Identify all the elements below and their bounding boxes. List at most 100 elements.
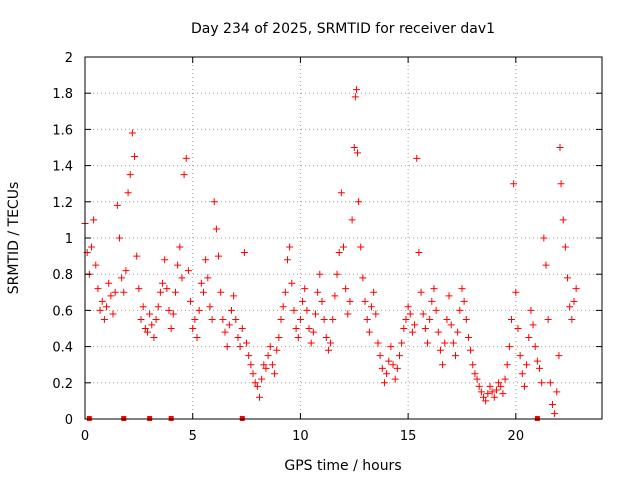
data-point-plus	[413, 154, 421, 162]
data-point-plus	[484, 390, 492, 398]
data-point-plus	[363, 315, 371, 323]
data-point-plus	[322, 334, 330, 342]
data-point-plus	[98, 297, 106, 305]
y-tick-label: 2	[65, 51, 73, 66]
data-point-plus	[557, 180, 565, 188]
data-point-plus	[314, 288, 322, 296]
data-point-plus	[279, 303, 287, 311]
data-point-plus	[133, 252, 141, 260]
data-point-plus	[258, 375, 266, 383]
data-point-plus	[264, 352, 272, 360]
data-point-plus	[467, 346, 475, 354]
data-point-plus	[529, 321, 537, 329]
data-point-plus	[503, 361, 511, 369]
x-tick-label: 0	[81, 429, 89, 444]
data-point-plus	[568, 315, 576, 323]
y-tick-label: 1.4	[52, 160, 73, 175]
y-axis-label: SRMTID / TECUs	[6, 182, 22, 295]
data-point-plus	[441, 339, 449, 347]
data-point-plus	[542, 261, 550, 269]
data-point-plus	[266, 343, 274, 351]
data-point-plus	[329, 315, 337, 323]
tick-layer: 00.20.40.60.811.21.41.61.820 5 10 15 20	[52, 51, 602, 444]
data-point-plus	[344, 310, 352, 318]
data-point-plus	[217, 288, 225, 296]
data-point-plus	[199, 288, 207, 296]
data-point-plus	[404, 303, 412, 311]
data-point-plus	[195, 306, 203, 314]
data-point-plus	[348, 216, 356, 224]
data-point-plus	[268, 361, 276, 369]
data-point-plus	[559, 216, 567, 224]
data-point-plus	[424, 339, 432, 347]
data-point-plus	[277, 315, 285, 323]
data-point-plus	[187, 297, 195, 305]
y-tick-label: 1.2	[52, 196, 73, 211]
data-point-plus	[421, 325, 429, 332]
data-point-plus	[236, 343, 244, 351]
data-point-plus	[215, 252, 223, 260]
data-point-plus	[146, 310, 154, 318]
data-point-plus	[174, 261, 182, 269]
data-point-plus	[197, 279, 205, 287]
data-point-plus	[230, 292, 238, 300]
data-point-plus	[469, 361, 477, 369]
data-point-plus	[139, 303, 147, 311]
data-point-plus	[372, 310, 380, 318]
data-point-plus	[124, 189, 132, 197]
data-point-plus	[352, 86, 360, 94]
x-tick-label: 5	[189, 429, 197, 444]
data-point-plus	[92, 261, 100, 269]
data-point-plus	[141, 325, 149, 332]
data-point-plus	[551, 410, 559, 418]
data-point-plus	[120, 288, 128, 296]
data-point-plus	[458, 285, 466, 293]
data-point-plus	[327, 339, 335, 347]
data-point-plus	[148, 321, 156, 329]
data-point-plus	[380, 379, 388, 387]
data-point-plus	[419, 310, 427, 318]
data-point-plus	[443, 315, 451, 323]
data-point-plus	[430, 285, 438, 293]
data-point-plus	[346, 297, 354, 305]
data-point-plus	[253, 382, 261, 390]
data-point-plus	[417, 288, 425, 296]
data-point-plus	[385, 357, 393, 365]
data-point-plus	[109, 310, 117, 318]
data-point-plus	[488, 388, 496, 396]
data-point-plus	[456, 306, 464, 314]
data-point-plus	[309, 328, 317, 336]
data-point-plus	[305, 325, 313, 332]
data-point-plus	[518, 370, 526, 378]
y-tick-label: 0.6	[52, 304, 73, 319]
data-point-plus	[408, 328, 416, 336]
data-point-plus	[126, 171, 134, 179]
data-point-plus	[572, 285, 580, 293]
data-point-plus	[505, 343, 513, 351]
data-point-plus	[191, 315, 199, 323]
data-point-plus	[87, 243, 95, 251]
data-point-plus	[100, 315, 108, 323]
data-point-plus	[223, 343, 231, 351]
data-point-plus	[391, 375, 399, 383]
data-point-plus	[544, 315, 552, 323]
data-point-plus	[374, 339, 382, 347]
data-point-plus	[501, 375, 509, 383]
data-point-plus	[210, 198, 218, 206]
data-point-plus	[359, 274, 367, 282]
data-point-plus	[307, 339, 315, 347]
data-point-plus	[283, 256, 291, 264]
data-point-plus	[255, 393, 263, 401]
data-point-plus	[548, 401, 556, 409]
data-point-plus	[415, 248, 423, 256]
data-point-plus	[471, 370, 479, 378]
data-point-plus	[531, 343, 539, 351]
data-point-plus	[281, 288, 289, 296]
data-point-plus	[492, 386, 500, 394]
data-point-plus	[260, 361, 268, 369]
data-point-plus	[512, 288, 520, 296]
data-point-plus	[555, 352, 563, 360]
data-point-plus	[275, 334, 283, 342]
data-point-plus	[556, 144, 564, 151]
